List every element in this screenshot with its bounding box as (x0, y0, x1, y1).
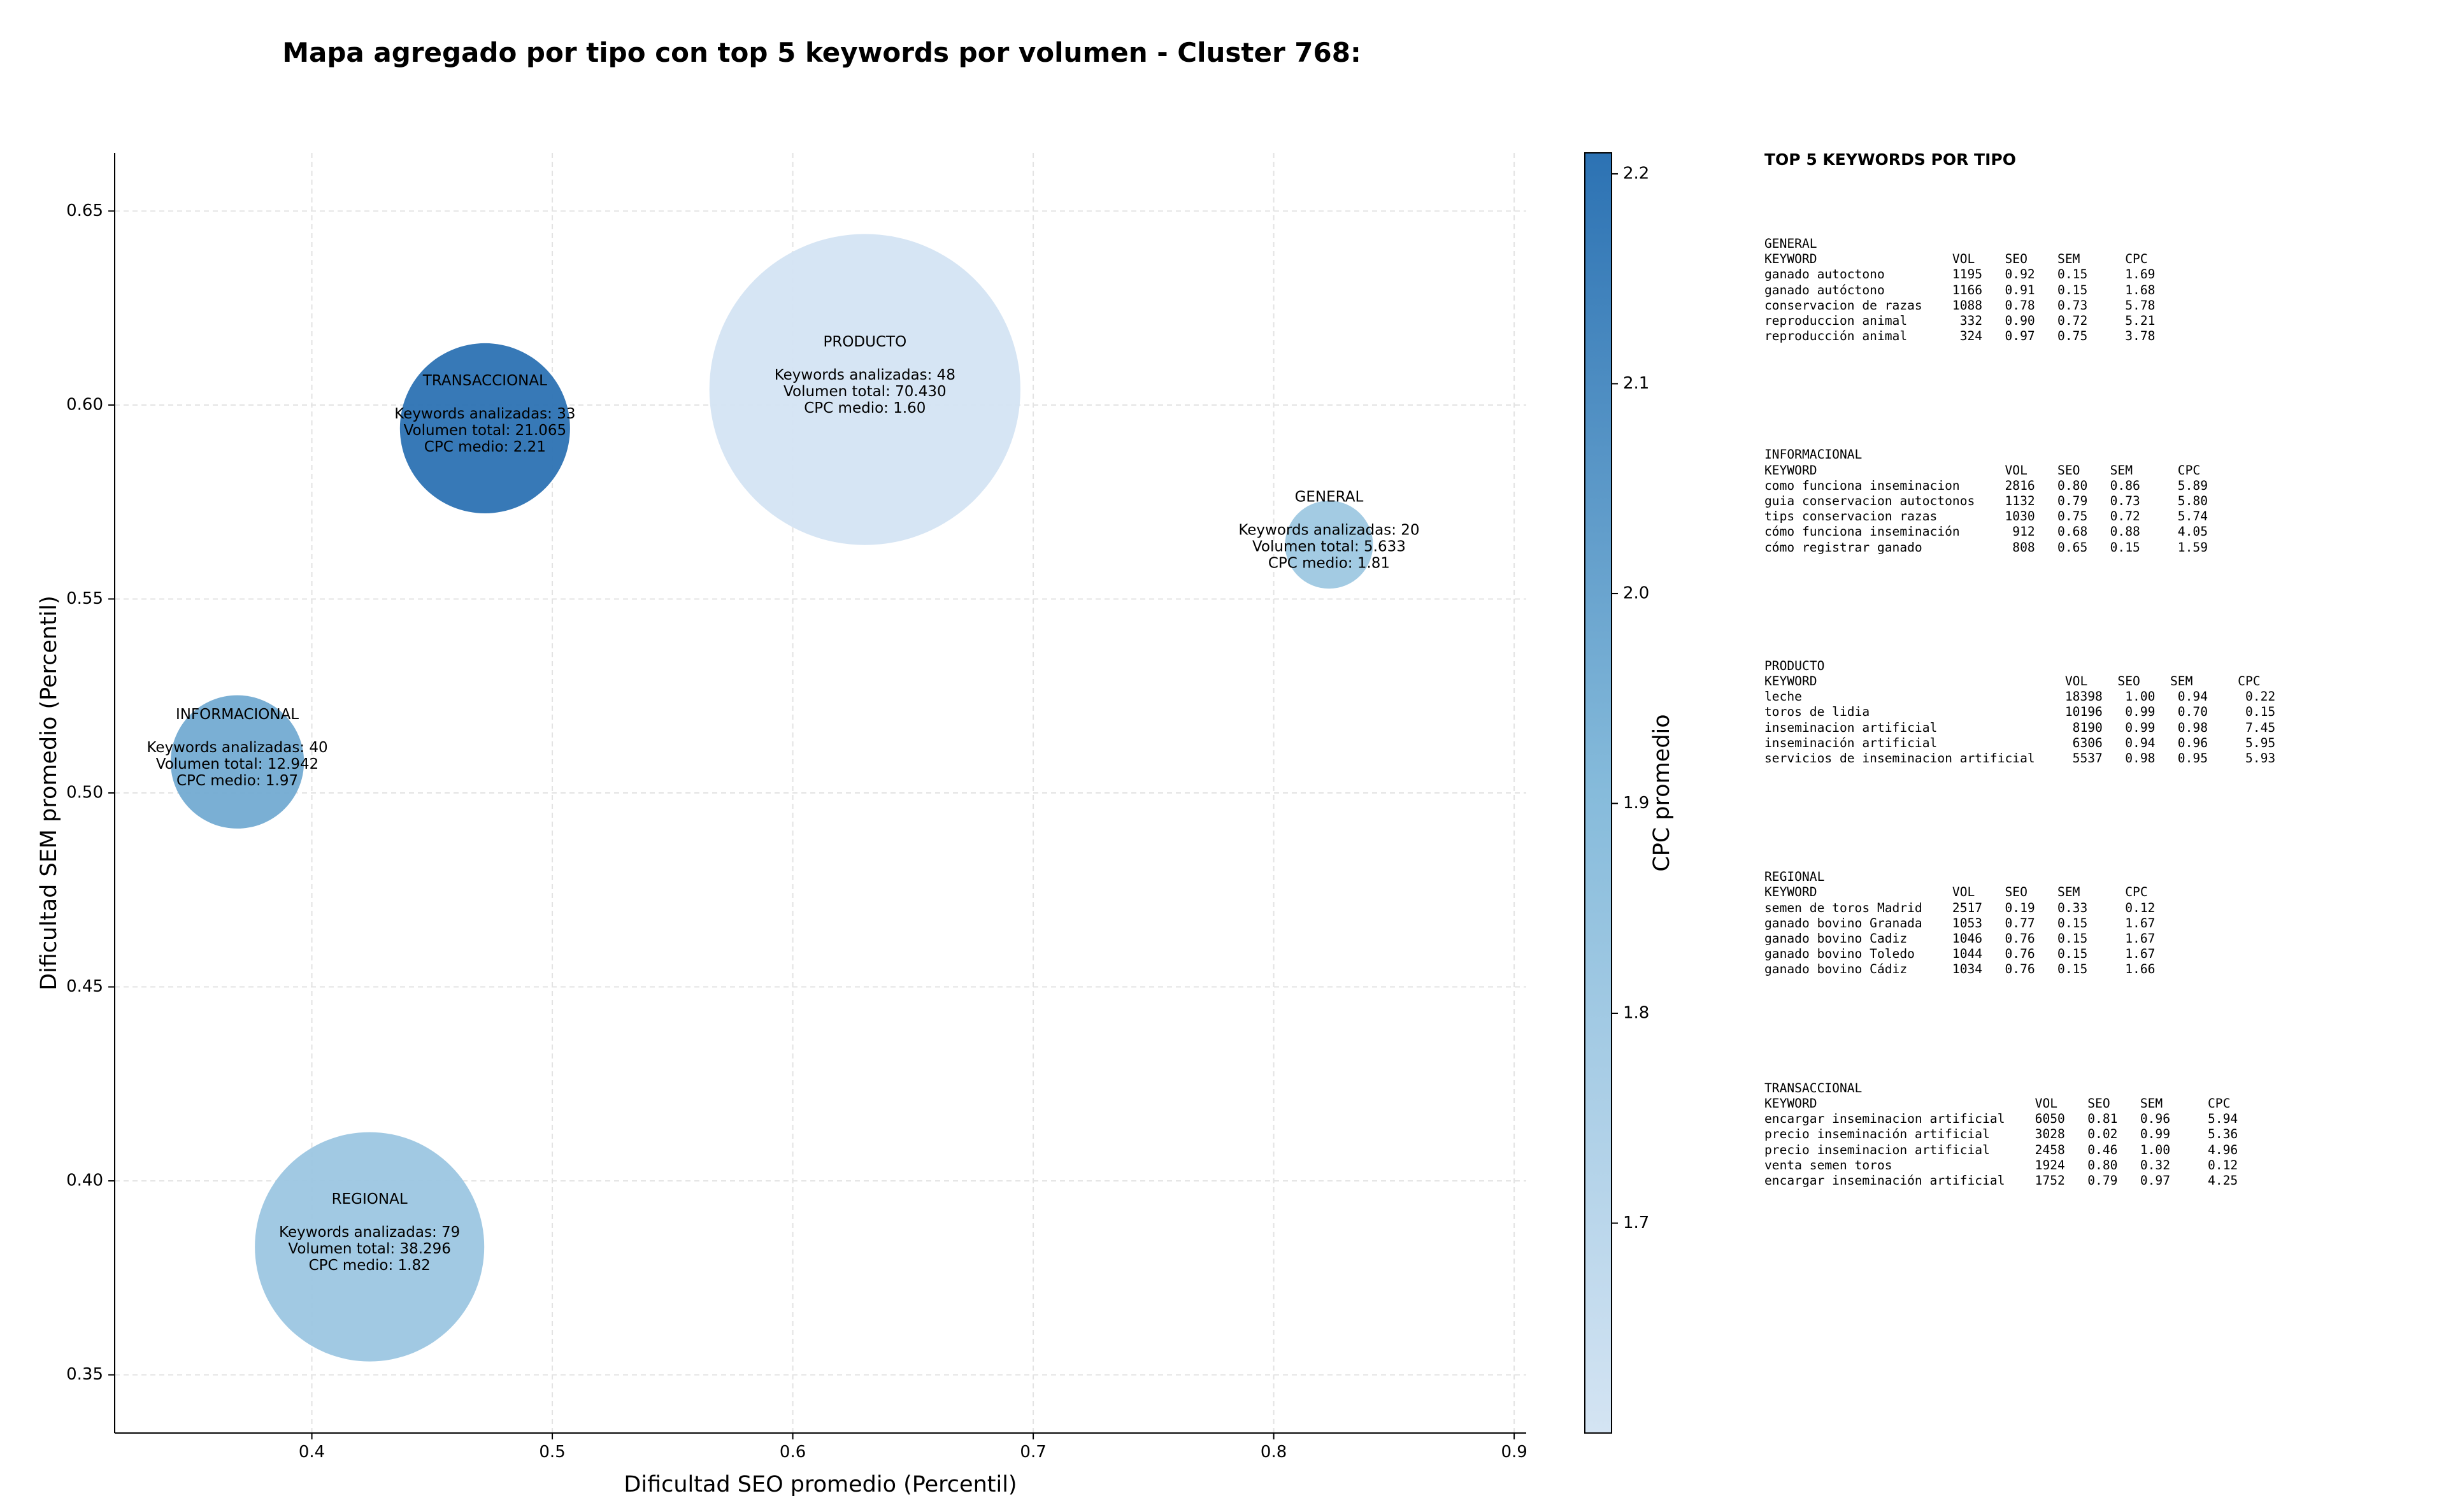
bubble-label-general: GENERAL (1295, 489, 1364, 506)
top-keywords-panel: TOP 5 KEYWORDS POR TIPO GENERAL KEYWORD … (1764, 150, 2433, 1292)
bubble-annotation: Volumen total: 5.633 (1252, 539, 1406, 555)
bubble-annotation: Keywords analizadas: 33 (394, 406, 575, 422)
colorbar: 1.7 1.8 1.9 2.0 2.1 2.2 CPC promedio (1584, 152, 1675, 1434)
keywords-table-transaccional: TRANSACCIONAL KEYWORD VOL SEO SEM CPC en… (1764, 1080, 2238, 1188)
x-tick-label: 0.6 (780, 1443, 806, 1462)
x-axis-label: Dificultad SEO promedio (Percentil) (624, 1472, 1017, 1497)
bubble-annotation: Keywords analizadas: 40 (147, 739, 327, 756)
keywords-block-informacional: INFORMACIONAL KEYWORD VOL SEO SEM CPC co… (1764, 447, 2433, 555)
bubble-label-regional: REGIONAL (332, 1191, 408, 1208)
bubble-informacional (170, 695, 304, 829)
bubble-annotation: Volumen total: 21.065 (404, 422, 567, 439)
bubble-annotation: CPC medio: 2.21 (424, 439, 546, 455)
bubble-annotation: Volumen total: 70.430 (783, 383, 947, 400)
x-tick-label: 0.7 (1020, 1443, 1046, 1462)
y-tick-label: 0.55 (66, 589, 103, 608)
bubble-producto (709, 234, 1020, 545)
colorbar-gradient (1584, 152, 1612, 1434)
bubble-label-informacional: INFORMACIONAL (176, 706, 299, 723)
axes: 0.4 0.5 0.6 0.7 0.8 0.9 0.35 0.40 0.45 0.50 0.55 0.… (36, 153, 1527, 1497)
y-tick-label: 0.65 (66, 201, 103, 220)
bubble-annotation: CPC medio: 1.60 (804, 400, 926, 417)
keywords-block-transaccional: TRANSACCIONAL KEYWORD VOL SEO SEM CPC en… (1764, 1081, 2433, 1188)
chart-title: Mapa agregado por tipo con top 5 keyword… (282, 37, 1361, 68)
colorbar-tick-label: 1.8 (1623, 1003, 1649, 1022)
y-axis-label: Dificultad SEM promedio (Percentil) (36, 596, 62, 990)
y-tick-label: 0.60 (66, 395, 103, 414)
x-tick-label: 0.8 (1261, 1443, 1287, 1462)
bubble-annotation: CPC medio: 1.82 (309, 1257, 431, 1274)
bubble-annotation: Volumen total: 38.296 (288, 1241, 451, 1257)
colorbar-tick-label: 1.9 (1623, 794, 1649, 813)
keywords-table-informacional: INFORMACIONAL KEYWORD VOL SEO SEM CPC co… (1764, 447, 2208, 555)
bubble-annotation: Keywords analizadas: 48 (775, 367, 955, 383)
colorbar-tick-label: 1.7 (1623, 1213, 1649, 1232)
bubble-annotation: Volumen total: 12.942 (156, 756, 319, 773)
y-tick-label: 0.45 (66, 977, 103, 996)
keywords-block-general: GENERAL KEYWORD VOL SEO SEM CPC ganado a… (1764, 236, 2433, 344)
x-tick-label: 0.9 (1501, 1443, 1527, 1462)
colorbar-tick-label: 2.1 (1623, 374, 1649, 393)
bubble-label-producto: PRODUCTO (823, 334, 906, 350)
keywords-block-producto: PRODUCTO KEYWORD VOL SEO SEM CPC leche 1… (1764, 659, 2433, 766)
y-tick-label: 0.35 (66, 1365, 103, 1384)
keywords-table-general: GENERAL KEYWORD VOL SEO SEM CPC ganado a… (1764, 236, 2156, 344)
bubble-annotation: CPC medio: 1.81 (1268, 555, 1390, 572)
bubble-annotation: Keywords analizadas: 20 (1238, 522, 1419, 539)
bubble-label-transaccional: TRANSACCIONAL (422, 373, 547, 389)
colorbar-tick-label: 2.0 (1623, 583, 1649, 603)
keywords-table-regional: REGIONAL KEYWORD VOL SEO SEM CPC semen d… (1764, 869, 2156, 977)
x-tick-label: 0.5 (539, 1443, 565, 1462)
keywords-block-regional: REGIONAL KEYWORD VOL SEO SEM CPC semen d… (1764, 869, 2433, 977)
bubble-transaccional (399, 343, 570, 513)
x-tick-label: 0.4 (299, 1443, 325, 1462)
top-keywords-title: TOP 5 KEYWORDS POR TIPO (1764, 150, 2016, 169)
bubble-annotation: CPC medio: 1.97 (176, 773, 298, 789)
bubble-annotation: Keywords analizadas: 79 (279, 1224, 460, 1241)
y-tick-label: 0.40 (66, 1171, 103, 1190)
colorbar-label: CPC promedio (1649, 714, 1675, 871)
y-tick-label: 0.50 (66, 783, 103, 802)
bubble-regional (255, 1132, 485, 1362)
bubble-general (1285, 501, 1373, 589)
keywords-table-producto: PRODUCTO KEYWORD VOL SEO SEM CPC leche 1… (1764, 658, 2276, 766)
colorbar-tick-label: 2.2 (1623, 164, 1649, 183)
